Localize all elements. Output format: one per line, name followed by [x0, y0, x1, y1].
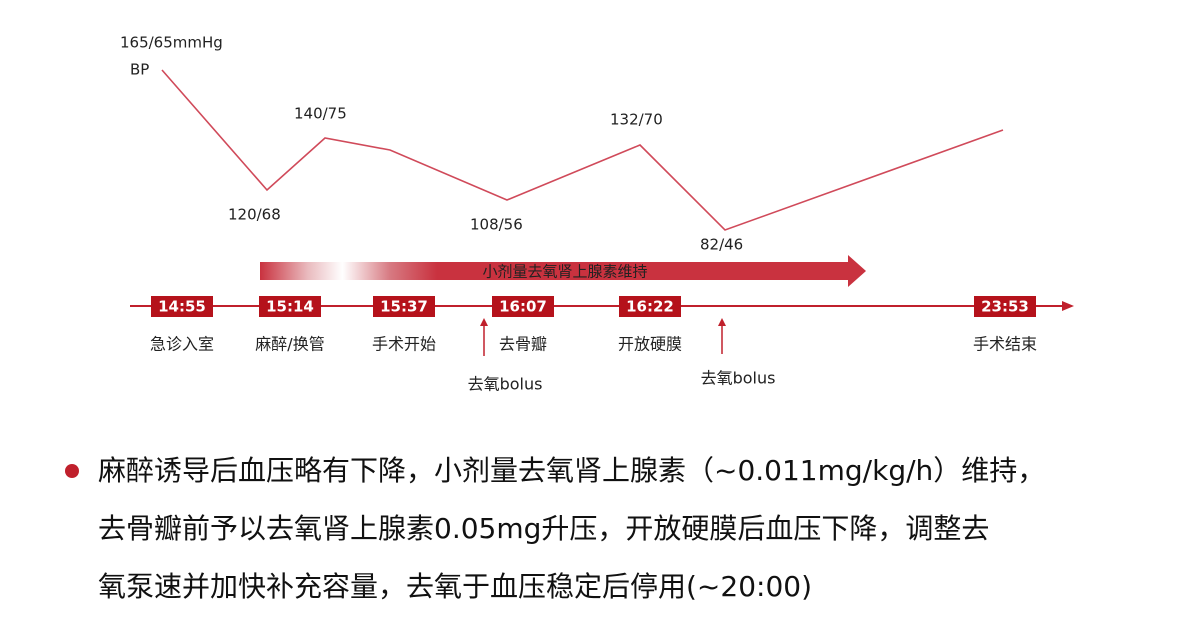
time-box	[619, 296, 681, 317]
event-label: 麻醉/换管	[255, 335, 324, 354]
time-box	[373, 296, 435, 317]
time-label: 14:55	[158, 298, 206, 316]
note-line: 麻醉诱导后血压略有下降，小剂量去氧肾上腺素（~0.011mg/kg/h）维持，	[98, 454, 1045, 487]
bp-label: 165/65mmHg	[120, 34, 223, 52]
note-line: 氧泵速并加快补充容量，去氧于血压稳定后停用(~20:00)	[98, 570, 812, 603]
time-box	[974, 296, 1036, 317]
time-label: 23:53	[981, 298, 1029, 316]
infusion-arrow	[260, 255, 866, 287]
dose-label: 去氧bolus	[468, 375, 543, 394]
dose-arrowhead	[480, 318, 488, 326]
bullet	[65, 464, 79, 478]
time-box	[151, 296, 213, 317]
event-label: 急诊入室	[150, 335, 214, 354]
bp-label: 82/46	[700, 236, 743, 254]
time-label: 15:14	[266, 298, 314, 316]
event-label: 去骨瓣	[499, 335, 547, 354]
time-label: 16:07	[499, 298, 547, 316]
bp-label: 120/68	[228, 206, 281, 224]
bp-line	[161, 69, 1004, 231]
bp-label: 132/70	[610, 111, 663, 129]
event-label: 开放硬膜	[618, 335, 682, 354]
bp-label: 108/56	[470, 216, 523, 234]
note-line: 去骨瓣前予以去氧肾上腺素0.05mg升压，开放硬膜后血压下降，调整去	[98, 512, 989, 545]
timeline-arrowhead	[1062, 301, 1074, 311]
time-label: 16:22	[626, 298, 674, 316]
event-label: 手术开始	[372, 335, 436, 354]
bp-label: 140/75	[294, 105, 347, 123]
time-label: 15:37	[380, 298, 428, 316]
bp-title: BP	[130, 61, 149, 79]
event-label: 手术结束	[973, 335, 1037, 354]
time-box	[259, 296, 321, 317]
dose-arrowhead	[718, 318, 726, 326]
time-box	[492, 296, 554, 317]
infusion-label: 小剂量去氧肾上腺素维持	[482, 263, 647, 281]
dose-label: 去氧bolus	[701, 369, 776, 388]
